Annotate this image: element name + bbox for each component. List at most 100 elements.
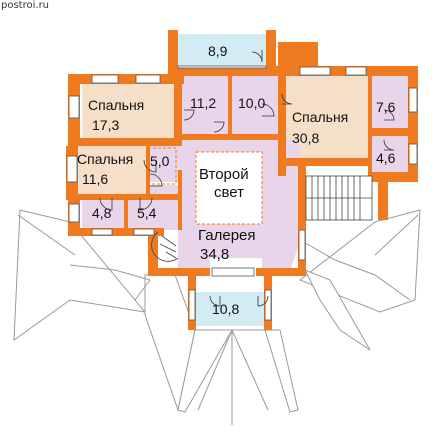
door — [257, 295, 269, 307]
door — [251, 50, 263, 63]
window — [135, 74, 161, 84]
wall — [278, 66, 286, 176]
bottom-balcony-area: 10,8 — [212, 301, 239, 317]
void-outline — [195, 151, 263, 225]
roof-ridge-5 — [374, 214, 419, 256]
void-line-2: свет — [214, 184, 244, 201]
door — [139, 197, 153, 211]
roof-ridge-2 — [197, 329, 233, 411]
staircase — [151, 175, 373, 262]
window — [68, 95, 80, 119]
wall — [182, 134, 278, 140]
void-line-1: Второй — [199, 166, 249, 183]
window — [408, 143, 418, 165]
window — [408, 87, 418, 113]
fill-void — [196, 152, 262, 224]
room-46-area: 4,6 — [376, 150, 396, 166]
roof-bottom-right — [303, 269, 371, 351]
window — [91, 228, 113, 236]
window — [177, 65, 267, 69]
wall — [124, 198, 128, 228]
door — [183, 109, 195, 121]
door — [281, 93, 293, 105]
gallery-area: 34,8 — [200, 246, 229, 263]
wall — [368, 76, 372, 176]
closet-outline — [147, 147, 177, 185]
fill-bottom-balcony — [194, 292, 264, 326]
closet-50-area: 5,0 — [150, 153, 170, 169]
wall — [266, 30, 276, 72]
fill-bedroom-left — [82, 84, 174, 138]
roof-ridge-4 — [17, 214, 76, 256]
windows — [66, 65, 418, 321]
wall — [168, 66, 284, 76]
gallery-name: Галерея — [198, 227, 256, 244]
window — [91, 74, 119, 84]
window — [345, 66, 367, 76]
door — [261, 103, 275, 117]
room-labels: 8,9 Спальня 17,3 11,2 10,0 Спальня 30,8 … — [77, 43, 396, 317]
fill-room-48 — [82, 198, 126, 228]
bedroom-small-area: 11,6 — [82, 171, 108, 187]
fill-bedroom-small — [76, 146, 146, 196]
door — [213, 121, 225, 133]
bedroom-big-name: Спальня — [292, 109, 348, 125]
fill-bath-2 — [232, 76, 278, 136]
wall — [372, 128, 408, 136]
fill-bath-1 — [182, 76, 228, 136]
roof-ridge-3 — [231, 329, 269, 411]
wall — [298, 166, 306, 276]
roof-right-outer — [299, 239, 411, 301]
wall — [178, 170, 182, 230]
wall — [408, 66, 418, 182]
wall — [68, 228, 164, 236]
fill-room-76 — [372, 76, 408, 128]
window — [298, 229, 306, 261]
wall — [256, 268, 306, 276]
bedroom-small-name: Спальня — [77, 151, 133, 167]
window — [188, 289, 196, 321]
wall — [148, 268, 210, 276]
roof-outline — [13, 209, 421, 425]
wall — [68, 138, 178, 146]
wall — [66, 194, 182, 200]
bath-2-area: 10,0 — [238, 95, 265, 111]
doors — [99, 50, 395, 307]
door — [209, 295, 221, 307]
bedroom-left-name: Спальня — [88, 97, 144, 113]
window — [66, 155, 78, 183]
bath-1-area: 11,2 — [190, 95, 216, 111]
door — [383, 109, 395, 121]
wall — [372, 172, 418, 182]
fill-top-balcony — [178, 34, 268, 66]
door — [149, 173, 163, 187]
wall — [174, 66, 182, 146]
door — [143, 159, 157, 173]
wall — [228, 76, 232, 136]
top-balcony-area: 8,9 — [208, 43, 228, 59]
wall — [168, 30, 178, 72]
bedroom-left-area: 17,3 — [92, 117, 119, 133]
roof-left-outer — [69, 264, 151, 301]
fill-room-46 — [372, 136, 408, 172]
roof-left-lower — [13, 209, 147, 342]
room-48-area: 4,8 — [92, 205, 112, 221]
room-76-area: 7,6 — [376, 99, 396, 115]
window — [211, 267, 255, 277]
wall — [68, 74, 184, 84]
wall — [286, 158, 368, 166]
watermark: postroi.ru — [1, 0, 50, 11]
door — [99, 197, 113, 211]
room-54-area: 5,4 — [137, 205, 157, 221]
room-fills — [76, 34, 408, 326]
wall — [378, 180, 388, 220]
fill-closet-50 — [148, 146, 178, 182]
window — [133, 228, 155, 236]
window — [299, 66, 331, 76]
spiral-stair — [151, 231, 179, 262]
door — [383, 139, 395, 151]
window — [264, 289, 272, 321]
bedroom-big-area: 30,8 — [292, 130, 319, 146]
window — [68, 203, 80, 223]
